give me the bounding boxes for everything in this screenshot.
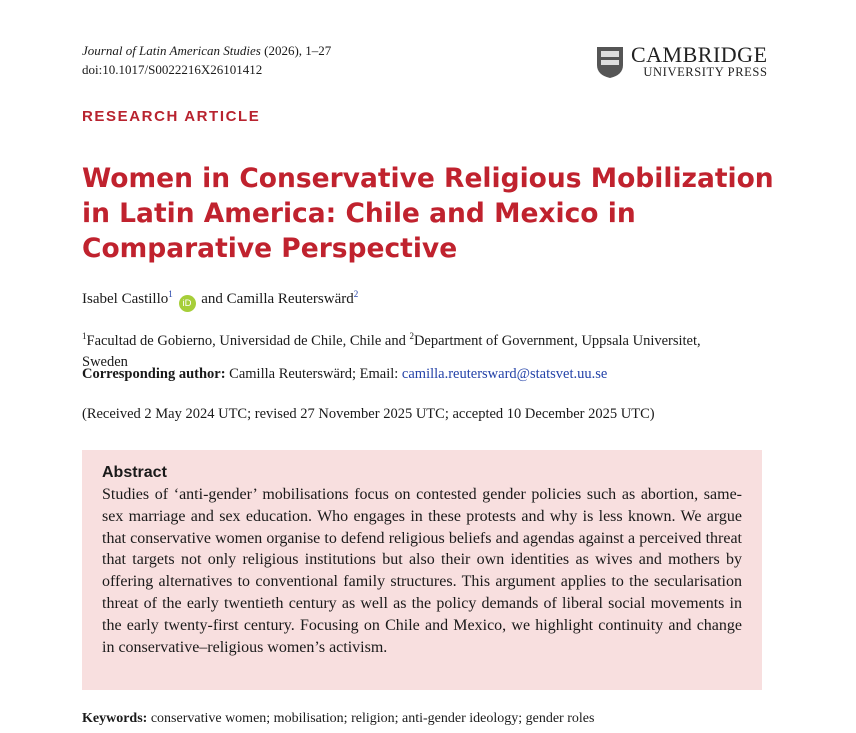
publisher-logo: CAMBRIDGE UNIVERSITY PRESS [595,44,768,79]
article-title: Women in Conservative Religious Mobiliza… [82,163,774,264]
logo-shield [597,46,623,78]
keywords-label: Keywords: [82,711,148,726]
author: Camilla Reuterswärd [226,291,354,307]
author-sup: 2 [353,289,359,299]
connector: and [201,291,223,307]
abstract-text: Studies of ‘anti-gender’ mobilisations f… [102,486,742,656]
keywords: Keywords: conservative women; mobilisati… [82,711,594,727]
logo-line: CAMBRIDGE [631,42,768,67]
affiliations: 1Facultad de Gobierno, Universidad de Ch… [82,326,722,373]
author: Isabel Castillo [82,291,169,307]
journal-name: Journal of Latin American Studies [82,43,261,58]
issue: (2026), 1–27 [264,43,332,58]
keywords-text: conservative women; mobilisation; religi… [150,711,595,726]
abstract-box: Abstract Studies of ‘anti-gender’ mobili… [82,450,762,690]
article-type: RESEARCH ARTICLE [82,108,261,125]
authors: Isabel Castillo1 iD and Camilla Reutersw… [82,289,358,312]
corr-text: Camilla Reuterswärd; Email: [229,366,399,382]
email-link[interactable]: camilla.reutersward@statsvet.uu.se [401,366,608,382]
journal-info: Journal of Latin American Studies (2026)… [82,41,331,79]
logo-line: UNIVERSITY PRESS [643,65,768,79]
orcid-icon[interactable]: iD [178,295,196,312]
aff-sup: 1 [82,331,87,341]
logo-text: CAMBRIDGE UNIVERSITY PRESS [631,44,768,79]
abstract-heading: Abstract [102,464,167,481]
doi: doi:10.1017/S0022216X26101412 [82,62,263,77]
affiliation: Department of Government, Uppsala Univer… [82,333,701,370]
received-dates: (Received 2 May 2024 UTC; revised 27 Nov… [82,406,655,422]
aff-sup: 2 [409,331,414,341]
corr-label: Corresponding author: [82,366,226,382]
corresponding: Corresponding author: Camilla Reuterswär… [82,366,607,383]
author-sup: 1 [168,289,173,299]
affiliation: Facultad de Gobierno, Universidad de Chi… [86,333,406,349]
journal-line: Journal of Latin American Studies (2026)… [82,41,331,60]
